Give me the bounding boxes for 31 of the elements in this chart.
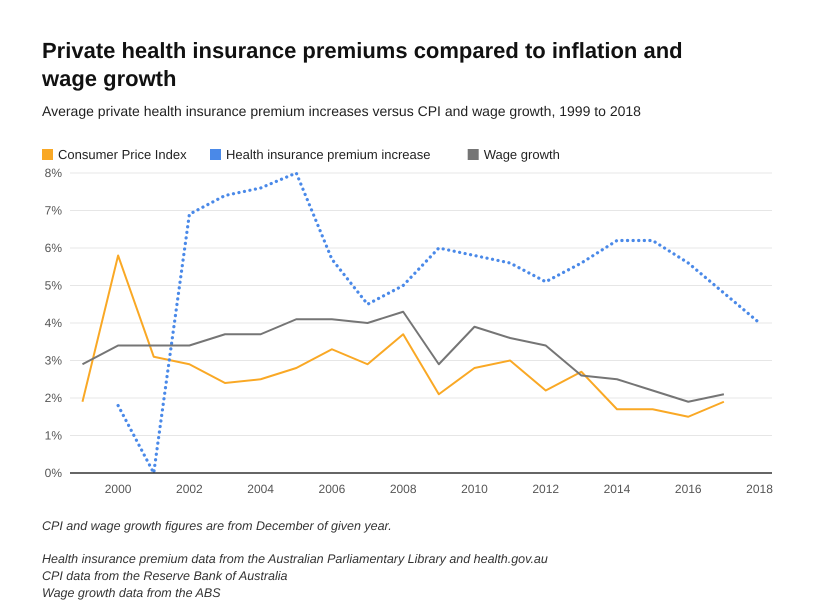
text: Wage growth data from the ABS: [42, 586, 222, 600]
chart-subtitle: Average private health insurance premium increases versus CPI and wage growth, 1999 to 2018: [42, 103, 642, 119]
y-tick-label: 0%: [44, 466, 62, 480]
x-tick-label: 2004: [247, 482, 274, 496]
chart-title: Private health insurance premiums compared to inflation and wage growth: [41, 38, 683, 91]
x-tick-label: 2014: [604, 482, 631, 496]
x-tick-label: 2018: [746, 482, 774, 496]
line-series: [116, 171, 762, 475]
legend-label: Health insurance premium increase: [226, 147, 430, 162]
y-tick-label: 6%: [44, 241, 62, 256]
line-series: [81, 310, 725, 403]
y-tick-label: 7%: [44, 204, 62, 218]
text: CPI and wage growth figures are from December of given year.: [42, 519, 392, 533]
legend-label: Consumer Price Index: [58, 147, 188, 162]
line-series: [81, 254, 725, 418]
y-tick-label: 2%: [44, 391, 62, 406]
x-tick-label: 2002: [176, 482, 204, 496]
y-tick-label: 1%: [44, 428, 62, 443]
x-tick-label: 2010: [461, 482, 488, 496]
x-tick-label: 2012: [532, 482, 560, 496]
text: CPI data from the Reserve Bank of Australia: [42, 569, 288, 583]
legend-label: Wage growth: [484, 147, 560, 162]
x-tick-label: 2008: [390, 482, 417, 496]
x-tick-label: 2006: [318, 482, 346, 496]
y-tick-label: 4%: [44, 316, 62, 330]
x-tick-label: 2000: [104, 482, 132, 496]
y-tick-label: 5%: [44, 278, 62, 293]
x-tick-label: 2016: [674, 482, 702, 496]
text: Health insurance premium data from the Australian Parliamentary Library and health.gov.au: [42, 552, 548, 566]
y-tick-label: 3%: [44, 354, 62, 368]
y-tick-label: 8%: [44, 166, 62, 180]
